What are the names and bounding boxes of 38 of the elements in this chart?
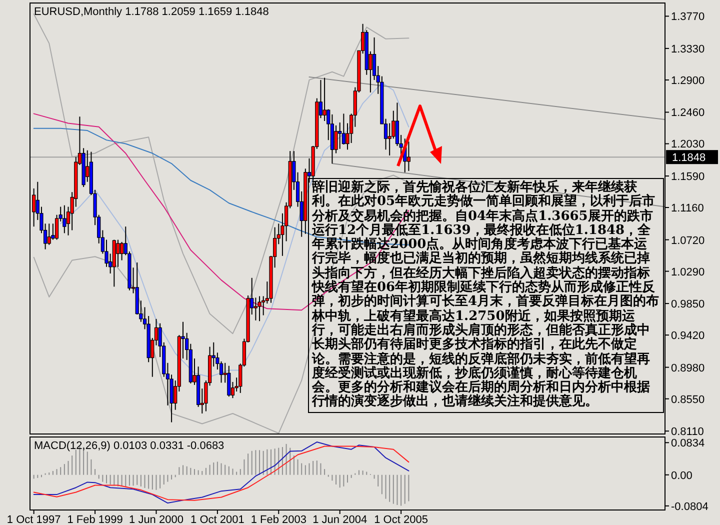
- candlestick: [406, 141, 411, 172]
- x-tick-label: 1 Oct 1997: [6, 514, 61, 525]
- y-tick-label: 1.3330: [671, 43, 705, 56]
- y-tick-label: 0.8550: [671, 394, 705, 406]
- candlestick: [227, 365, 231, 398]
- x-tick-label: 1 Feb 1999: [67, 514, 123, 525]
- x-tick-label: 1 Oct 2001: [190, 514, 244, 525]
- candlestick: [334, 124, 338, 154]
- y-tick-label: 0.8110: [671, 426, 704, 438]
- candlestick: [342, 113, 346, 145]
- y-tick-label: 0.9850: [671, 298, 705, 311]
- y-tick-label: 1.2030: [671, 138, 705, 151]
- x-tick-label: 1 Feb 2003: [250, 514, 306, 525]
- candlestick: [322, 77, 326, 122]
- candlestick: [254, 297, 258, 321]
- candlestick: [120, 241, 124, 261]
- y-tick-label: 1.0720: [671, 234, 705, 247]
- y-tick-label: 1.2460: [671, 107, 705, 120]
- y-tick-label: 0.9420: [671, 330, 705, 342]
- y-tick-label: 0.0834: [671, 438, 705, 450]
- chart-title: EURUSD,Monthly 1.1788 1.2059 1.1659 1.1848: [34, 6, 269, 18]
- candlestick: [116, 239, 120, 268]
- y-tick-label: 1.1160: [671, 202, 704, 215]
- candlestick: [258, 296, 262, 322]
- y-tick-label: -0.0804: [671, 500, 708, 513]
- y-tick-label: 0.8980: [671, 362, 705, 374]
- y-tick-label: 1.3770: [671, 11, 705, 24]
- chart-title: MACD(12,26,9) 0.0103 0.0331 -0.0683: [34, 440, 224, 452]
- y-tick-label: 1.2900: [671, 74, 705, 87]
- candlestick: [47, 223, 51, 246]
- y-tick-label: 0.00: [671, 470, 692, 482]
- y-tick-label: 1.1590: [671, 170, 705, 183]
- x-tick-label: 1 Jun 2004: [312, 514, 368, 525]
- candlestick: [62, 204, 66, 234]
- x-tick-label: 1 Jun 2000: [129, 514, 184, 525]
- y-tick-label: 1.0290: [671, 266, 705, 278]
- ref-line-label: 1.1848: [672, 152, 706, 164]
- x-tick-label: 1 Oct 2005: [374, 514, 428, 525]
